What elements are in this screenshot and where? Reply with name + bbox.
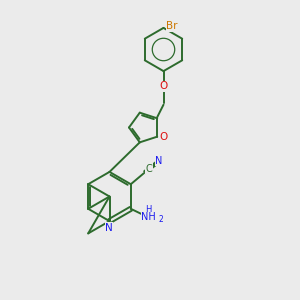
Text: Br: Br [166,21,178,32]
Text: 2: 2 [158,215,163,224]
Text: C: C [146,164,152,174]
Text: O: O [159,81,168,91]
Text: N: N [155,156,163,166]
Text: NH: NH [141,212,156,222]
Text: O: O [160,132,168,142]
Text: N: N [105,223,113,233]
Text: H: H [146,205,152,214]
